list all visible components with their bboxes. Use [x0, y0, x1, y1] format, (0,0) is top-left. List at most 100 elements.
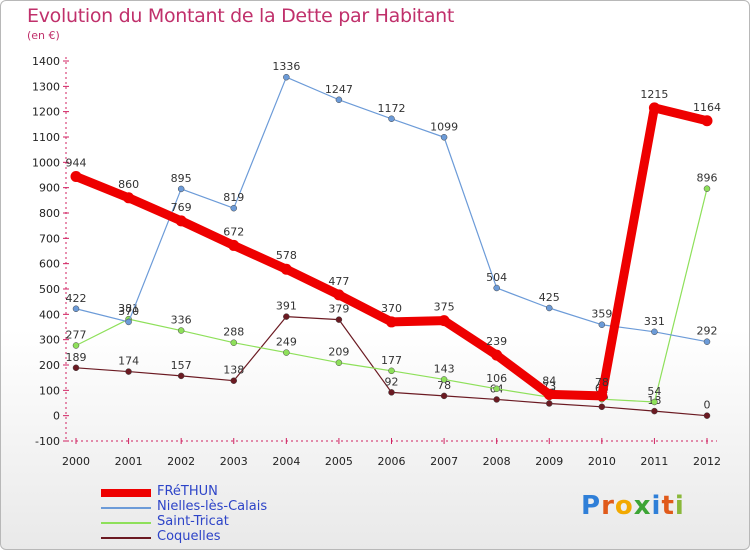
data-point [598, 403, 606, 411]
data-point [123, 192, 135, 204]
data-label: 249 [276, 336, 297, 349]
data-point [230, 204, 237, 212]
data-label: 106 [486, 372, 507, 385]
x-tick-label: 2001 [115, 455, 143, 468]
data-point [651, 328, 658, 336]
y-tick-label: 500 [39, 283, 60, 296]
data-label: 138 [223, 364, 244, 377]
legend-label: Nielles-lès-Calais [157, 499, 268, 514]
logo-letter: i [651, 491, 662, 521]
logo-letter: o [614, 491, 634, 521]
data-point [283, 73, 290, 81]
data-point [335, 316, 343, 323]
x-tick-label: 2000 [62, 455, 90, 468]
data-point [177, 185, 185, 193]
legend-swatch [101, 522, 151, 524]
x-tick-label: 2008 [483, 455, 511, 468]
data-point [72, 305, 80, 313]
data-point [388, 115, 395, 123]
y-tick-label: 300 [39, 334, 60, 347]
x-tick-label: 2012 [693, 455, 721, 468]
data-label: 292 [697, 325, 718, 338]
y-tick-label: 1200 [32, 106, 60, 119]
data-point [125, 318, 132, 326]
data-label: 1172 [378, 102, 406, 115]
legend-label: Coquelles [157, 529, 221, 544]
data-label: 209 [328, 346, 349, 359]
data-label: 1215 [640, 88, 668, 101]
x-tick-label: 2005 [325, 455, 353, 468]
y-tick-label: 1000 [32, 156, 60, 169]
data-point [648, 102, 660, 114]
data-point [388, 367, 395, 375]
proxiti-logo: Proxiti [581, 491, 685, 521]
data-label: 425 [539, 291, 560, 304]
y-tick-label: 900 [39, 182, 60, 195]
data-label: 504 [486, 271, 507, 284]
data-label: 422 [66, 292, 87, 305]
data-label: 177 [381, 354, 402, 367]
data-point [440, 134, 448, 141]
data-label: 672 [223, 225, 244, 238]
data-point [175, 215, 187, 227]
y-tick-label: 0 [53, 410, 60, 423]
data-label: 860 [118, 178, 139, 191]
chart-title: Evolution du Montant de la Dette par Hab… [27, 5, 455, 27]
data-point [125, 368, 132, 375]
data-label: 578 [276, 249, 297, 262]
data-label: 78 [595, 376, 609, 389]
logo-letter: P [581, 491, 602, 521]
data-point [388, 389, 395, 396]
data-point [703, 412, 711, 419]
data-point [703, 185, 711, 192]
y-tick-label: 1300 [32, 80, 60, 93]
data-point [283, 313, 290, 320]
x-tick-label: 2003 [220, 455, 248, 468]
data-label: 381 [118, 302, 139, 315]
data-point [177, 327, 185, 334]
legend-label: Saint-Tricat [157, 514, 229, 529]
data-point [333, 289, 345, 301]
data-label: 54 [647, 385, 661, 398]
x-tick-label: 2011 [640, 455, 668, 468]
data-point [72, 342, 80, 349]
data-point [386, 316, 397, 328]
data-label: 1164 [693, 101, 721, 114]
series-line [71, 103, 712, 401]
data-point [493, 396, 500, 403]
data-label: 189 [66, 351, 87, 364]
data-label: 477 [328, 275, 349, 288]
data-label: 174 [118, 355, 139, 368]
data-label: 375 [434, 301, 455, 314]
data-point [701, 115, 713, 127]
data-point [72, 364, 80, 372]
data-label: 84 [542, 374, 556, 387]
data-point [230, 339, 237, 346]
y-tick-label: 800 [39, 207, 60, 220]
data-point [651, 407, 658, 415]
data-point [651, 398, 658, 406]
data-point [546, 304, 553, 312]
data-label: 944 [66, 157, 87, 170]
data-point [230, 377, 237, 384]
data-point [335, 96, 343, 104]
data-label: 78 [437, 379, 451, 392]
data-point [70, 171, 82, 183]
data-label: 331 [644, 315, 665, 328]
y-tick-label: 1400 [32, 55, 60, 68]
logo-letter: i [674, 491, 685, 521]
data-point [440, 392, 448, 400]
data-label: 336 [171, 314, 192, 327]
legend-swatch [101, 507, 151, 509]
data-label: 359 [591, 308, 612, 321]
data-point [596, 390, 608, 402]
y-tick-label: 200 [39, 359, 60, 372]
data-label: 1336 [272, 60, 300, 73]
data-label: 1099 [430, 120, 458, 133]
data-point [543, 388, 555, 400]
data-label: 769 [171, 201, 192, 214]
data-label: 92 [385, 375, 399, 388]
x-tick-label: 2010 [588, 455, 616, 468]
x-tick-label: 2007 [430, 455, 458, 468]
